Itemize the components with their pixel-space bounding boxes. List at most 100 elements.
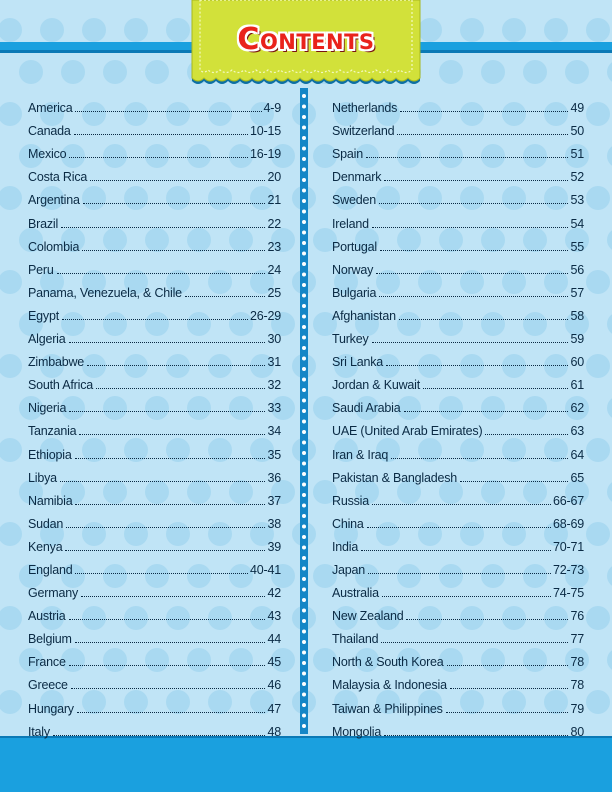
entry-page-number: 60: [570, 355, 584, 370]
polka-dot: [376, 438, 400, 462]
dot-leader: [70, 687, 266, 690]
polka-dot: [61, 480, 85, 504]
entry-country: Italy: [28, 724, 50, 739]
entry-page-number: 32: [267, 378, 281, 393]
polka-dot: [502, 606, 526, 630]
entry-page-number: 63: [570, 424, 584, 439]
polka-dot: [523, 564, 547, 588]
polka-dot: [586, 270, 610, 294]
polka-dot: [607, 62, 612, 82]
entry-page-number: 77: [570, 632, 584, 647]
polka-dot: [19, 648, 43, 672]
polka-dot: [334, 354, 358, 378]
contents-entry: Mongolia 80: [332, 716, 584, 739]
polka-dot: [460, 522, 484, 546]
dot-leader: [446, 664, 569, 667]
entry-page-number: 40-41: [250, 562, 281, 577]
contents-entry: Kenya 39: [28, 531, 281, 554]
contents-entry: Ethiopia 35: [28, 438, 281, 462]
polka-dot: [40, 438, 64, 462]
polka-dot: [460, 18, 484, 42]
polka-dot: [355, 564, 379, 588]
entry-country: Algeria: [28, 332, 66, 347]
divider-dot: [302, 262, 306, 266]
dot-leader: [69, 156, 249, 159]
dot-leader: [381, 595, 552, 598]
dot-leader: [397, 133, 569, 136]
polka-dot: [565, 564, 589, 588]
polka-dot: [397, 312, 421, 336]
polka-dot: [250, 438, 274, 462]
divider-dot: [302, 650, 306, 655]
divider-dot: [302, 629, 306, 634]
entry-country: Spain: [332, 147, 363, 162]
polka-dot: [544, 438, 568, 462]
polka-dot: [355, 312, 379, 336]
divider-dot: [302, 461, 306, 466]
entry-country: Ireland: [332, 216, 369, 231]
contents-entry: France 45: [28, 646, 281, 669]
polka-dot: [271, 144, 295, 168]
polka-dot: [208, 606, 232, 630]
polka-dot: [271, 396, 295, 420]
entry-page-number: 80: [570, 724, 584, 739]
polka-dot: [82, 522, 106, 546]
polka-dot: [229, 312, 253, 336]
polka-dot: [355, 144, 379, 168]
polka-dot: [145, 144, 169, 168]
polka-dot: [166, 690, 190, 714]
entry-page-number: 47: [267, 701, 281, 716]
polka-dot: [523, 60, 547, 84]
polka-dot: [481, 228, 505, 252]
entry-page-number: 55: [570, 239, 584, 254]
polka-dot: [82, 18, 106, 42]
contents-entry: Saudi Arabia 62: [332, 392, 584, 415]
polka-dot: [103, 60, 127, 84]
polka-dot: [460, 690, 484, 714]
polka-dot: [145, 564, 169, 588]
entry-page-number: 25: [267, 285, 281, 300]
polka-dot: [124, 522, 148, 546]
entry-page-number: 76: [570, 609, 584, 624]
divider-dot: [302, 587, 306, 592]
page-title: Contents: [237, 22, 375, 57]
dot-leader: [398, 318, 569, 320]
polka-dot: [82, 690, 106, 714]
entry-country: Belgium: [28, 632, 72, 647]
contents-entry: Canada 10-15: [28, 115, 281, 138]
divider-dot: [302, 157, 306, 161]
contents-entry: Spain 51: [332, 138, 584, 161]
polka-dot: [565, 396, 589, 420]
entry-country: Tanzania: [28, 424, 77, 439]
divider-dot: [302, 472, 306, 476]
contents-entry: China 68-69: [332, 508, 584, 531]
polka-dot: [187, 312, 211, 336]
divider-dot: [302, 640, 306, 644]
entry-page-number: 78: [570, 678, 584, 693]
contents-entry: Argentina 21: [28, 184, 281, 207]
polka-dot: [418, 522, 442, 546]
polka-dot: [166, 606, 190, 630]
entry-country: England: [28, 562, 73, 577]
contents-entry: Panama, Venezuela, & Chile 25: [28, 277, 281, 300]
divider-dot: [302, 220, 306, 224]
entry-page-number: 34: [267, 424, 281, 439]
dot-leader: [87, 364, 266, 367]
polka-dot: [439, 144, 463, 168]
polka-dot: [145, 396, 169, 420]
dot-leader: [81, 595, 266, 598]
entry-country: Saudi Arabia: [332, 401, 401, 416]
entry-country: Taiwan & Philippines: [332, 701, 443, 716]
divider-dot: [302, 703, 306, 707]
polka-dot: [124, 690, 148, 714]
polka-dot: [565, 60, 589, 84]
contents-entry: Algeria 30: [28, 323, 281, 346]
polka-dot: [250, 606, 274, 630]
dot-leader: [73, 133, 249, 136]
polka-dot: [502, 270, 526, 294]
contents-entry: Greece 46: [28, 669, 281, 692]
contents-entry: Mexico 16-19: [28, 138, 281, 161]
polka-dot: [523, 480, 547, 504]
dot-leader: [52, 734, 266, 736]
entry-country: Canada: [28, 124, 71, 139]
